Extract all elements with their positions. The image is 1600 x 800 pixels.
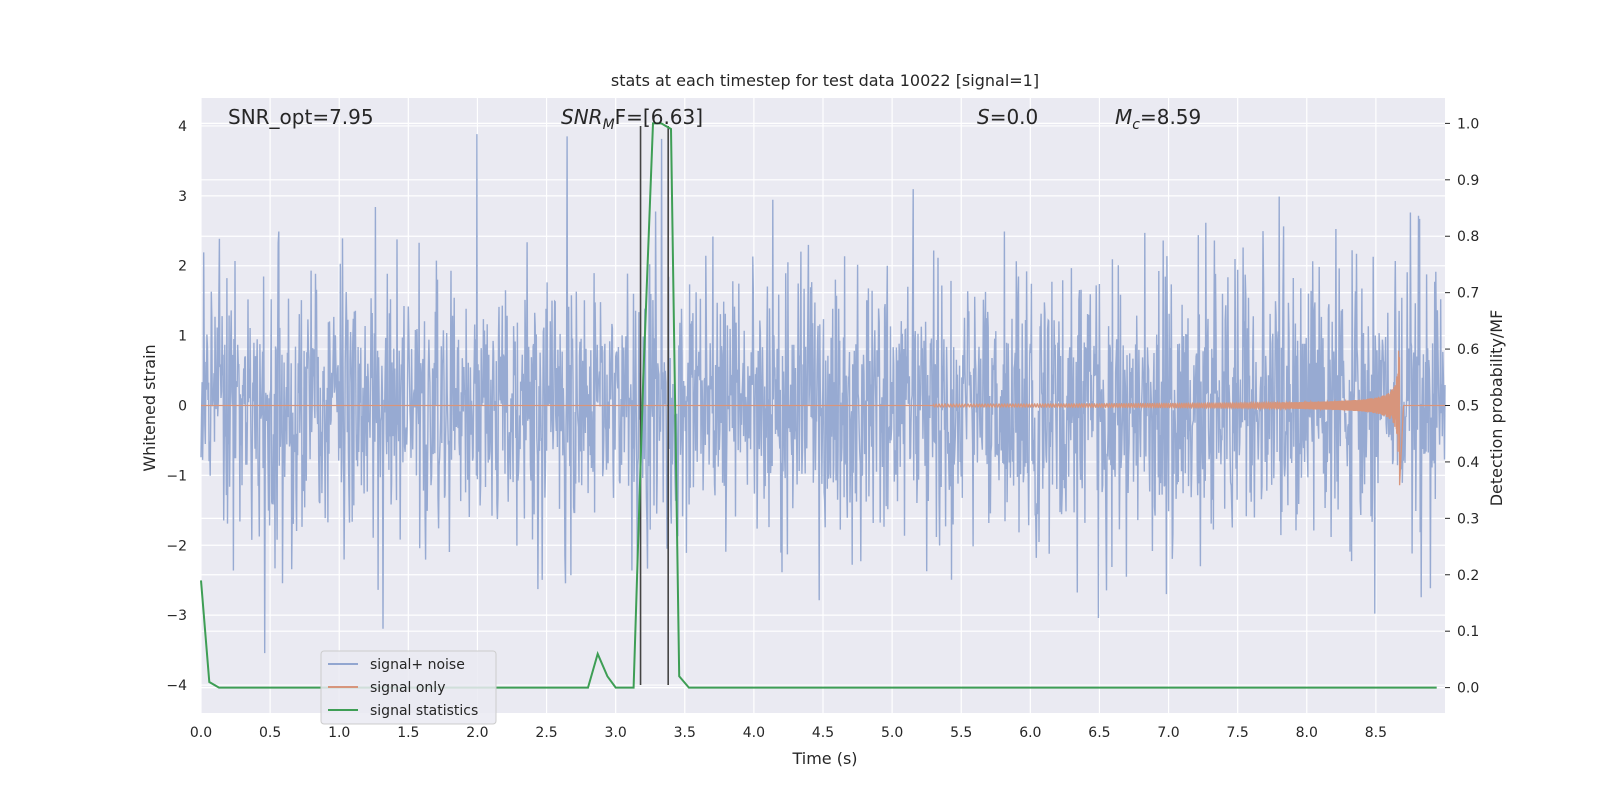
x-tick-label: 3.5: [674, 725, 696, 741]
legend-label-stat: signal statistics: [370, 703, 478, 719]
legend-box: [320, 650, 497, 725]
x-tick-label: 7.0: [1157, 725, 1179, 741]
x-tick-label: 4.0: [743, 725, 765, 741]
signal-only-series: [201, 350, 1445, 486]
y-tick-label: 4: [178, 119, 187, 135]
y-right-tick-label: 0.2: [1457, 568, 1479, 584]
noise-line: [200, 134, 1446, 654]
y-right-axis-label: Detection probability/MF: [1487, 310, 1506, 507]
mc-sub: c: [1132, 117, 1140, 133]
legend: signal+ noise signal only signal statist…: [320, 650, 497, 725]
x-tick-label: 2.5: [535, 725, 557, 741]
y-right-tick-label: 1.0: [1457, 116, 1479, 132]
y-tick-label: −1: [166, 468, 187, 484]
x-tick-label: 0.5: [259, 725, 281, 741]
y-tick-label: −2: [166, 538, 187, 554]
s-annotation: S=0.0: [977, 105, 1038, 129]
y-tick-label: 1: [178, 329, 187, 345]
mc-rest: =8.59: [1140, 105, 1201, 129]
legend-label-signal: signal only: [370, 680, 445, 696]
x-tick-label: 6.5: [1088, 725, 1110, 741]
x-tick-label: 1.5: [397, 725, 419, 741]
y-right-tick-label: 0.4: [1457, 455, 1479, 471]
y-tick-label: −4: [166, 678, 187, 694]
x-tick-label: 2.0: [466, 725, 488, 741]
x-tick-label: 7.5: [1227, 725, 1249, 741]
x-axis-label: Time (s): [791, 749, 857, 768]
y-right-tick-label: 0.9: [1457, 173, 1479, 189]
chart-title: stats at each timestep for test data 100…: [611, 71, 1039, 90]
s-rest: =0.0: [990, 105, 1039, 129]
x-tick-label: 6.0: [1019, 725, 1041, 741]
x-tick-label: 1.0: [328, 725, 350, 741]
y-right-tick-label: 0.1: [1457, 624, 1479, 640]
y-right-tick-label: 0.6: [1457, 342, 1479, 358]
snr-mf-main: SNR: [561, 105, 603, 129]
mc-main: M: [1115, 105, 1132, 129]
x-tick-label: 3.0: [605, 725, 627, 741]
y-tick-label: 3: [178, 189, 187, 205]
y-right-tick-label: 0.8: [1457, 229, 1479, 245]
s-main: S: [977, 105, 990, 129]
y-tick-label: 2: [178, 259, 187, 275]
signal-noise-series: [200, 134, 1446, 654]
y-right-tick-label: 0.7: [1457, 286, 1479, 302]
axis-ticks: 0.0 0.5 1.0 1.5 2.0 2.5 3.0 3.5 4.0 4.5 5.0 5.5 6.0 6…: [166, 116, 1479, 741]
y-tick-label: 0: [178, 399, 187, 415]
x-tick-label: 8.5: [1365, 725, 1387, 741]
x-tick-label: 4.5: [812, 725, 834, 741]
snr-mf-annotation: SNRMF=[6.63]: [561, 105, 703, 133]
snr-mf-rest: F=[6.63]: [615, 105, 703, 129]
legend-label-noise: signal+ noise: [370, 657, 465, 673]
y-tick-label: −3: [166, 608, 187, 624]
x-tick-label: 5.5: [950, 725, 972, 741]
detection-window-lines: [639, 125, 669, 686]
y-axis-label: Whitened strain: [140, 344, 159, 471]
snr-mf-sub: M: [603, 117, 615, 133]
y-right-tick-label: 0.5: [1457, 399, 1479, 415]
snr-opt-annotation: SNR_opt=7.95: [228, 105, 374, 129]
signal-only-line: [201, 350, 1445, 486]
x-tick-label: 8.0: [1296, 725, 1318, 741]
y-right-tick-label: 0.0: [1457, 681, 1479, 697]
x-tick-label: 5.0: [881, 725, 903, 741]
x-tick-label: 0.0: [190, 725, 212, 741]
y-right-tick-label: 0.3: [1457, 511, 1479, 527]
mc-annotation: Mc=8.59: [1115, 105, 1201, 133]
